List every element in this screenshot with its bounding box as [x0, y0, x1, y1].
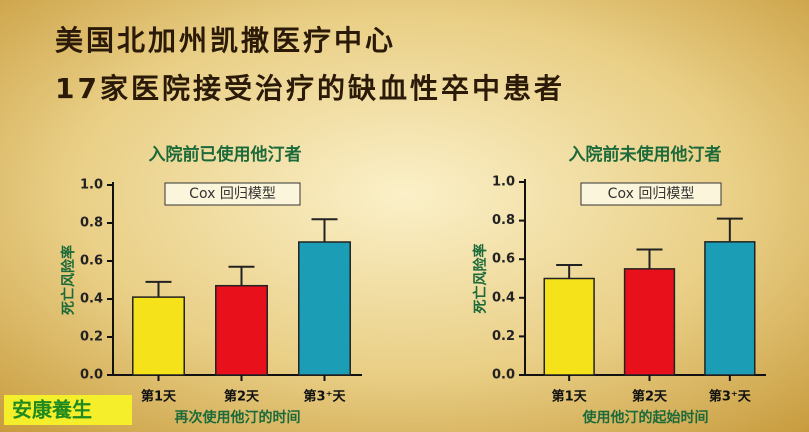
y-tick-label: 0.4 [80, 292, 103, 307]
y-tick-label: 0.0 [80, 368, 103, 383]
watermark-box [4, 395, 132, 425]
y-tick-label: 0.6 [492, 252, 515, 267]
x-tick-label: 第2天 [632, 389, 668, 405]
y-axis-label: 死亡风险率 [472, 244, 489, 315]
chart-title: 入院前已使用他汀者 [149, 144, 302, 165]
y-tick-label: 0.2 [80, 330, 103, 345]
y-tick-label: 1.0 [492, 175, 515, 190]
annotation: Cox 回归模型 [189, 185, 276, 202]
x-axis-label: 使用他汀的起始时间 [582, 409, 709, 426]
slide-title: 17家医院接受治疗的缺血性卒中患者 [55, 72, 565, 105]
y-axis-label: 死亡风险率 [60, 245, 77, 316]
slide-title: 美国北加州凯撒医疗中心 [55, 24, 396, 57]
chart-title: 入院前未使用他汀者 [569, 144, 722, 165]
annotation-box [580, 182, 722, 206]
x-tick-label: 第3⁺天 [304, 389, 347, 405]
y-tick-label: 0.6 [80, 254, 103, 269]
x-axis-label: 再次使用他汀的时间 [175, 409, 301, 426]
annotation-box [164, 182, 301, 206]
x-tick-label: 第3⁺天 [709, 389, 752, 405]
watermark: 安康養生 [12, 398, 92, 422]
y-tick-label: 0.2 [492, 329, 515, 344]
bar [298, 241, 351, 376]
annotation: Cox 回归模型 [608, 185, 695, 202]
bar [132, 296, 185, 376]
x-tick-label: 第1天 [552, 389, 588, 405]
bar [704, 241, 756, 376]
y-tick-label: 0.8 [492, 213, 515, 228]
y-tick-label: 0.4 [492, 290, 515, 305]
bar [623, 268, 676, 376]
bar [543, 277, 595, 376]
y-tick-label: 0.8 [80, 216, 103, 231]
y-tick-label: 1.0 [80, 178, 103, 193]
x-tick-label: 第1天 [141, 389, 177, 405]
y-tick-label: 0.0 [492, 368, 515, 383]
x-tick-label: 第2天 [224, 389, 260, 405]
bar [215, 284, 268, 376]
